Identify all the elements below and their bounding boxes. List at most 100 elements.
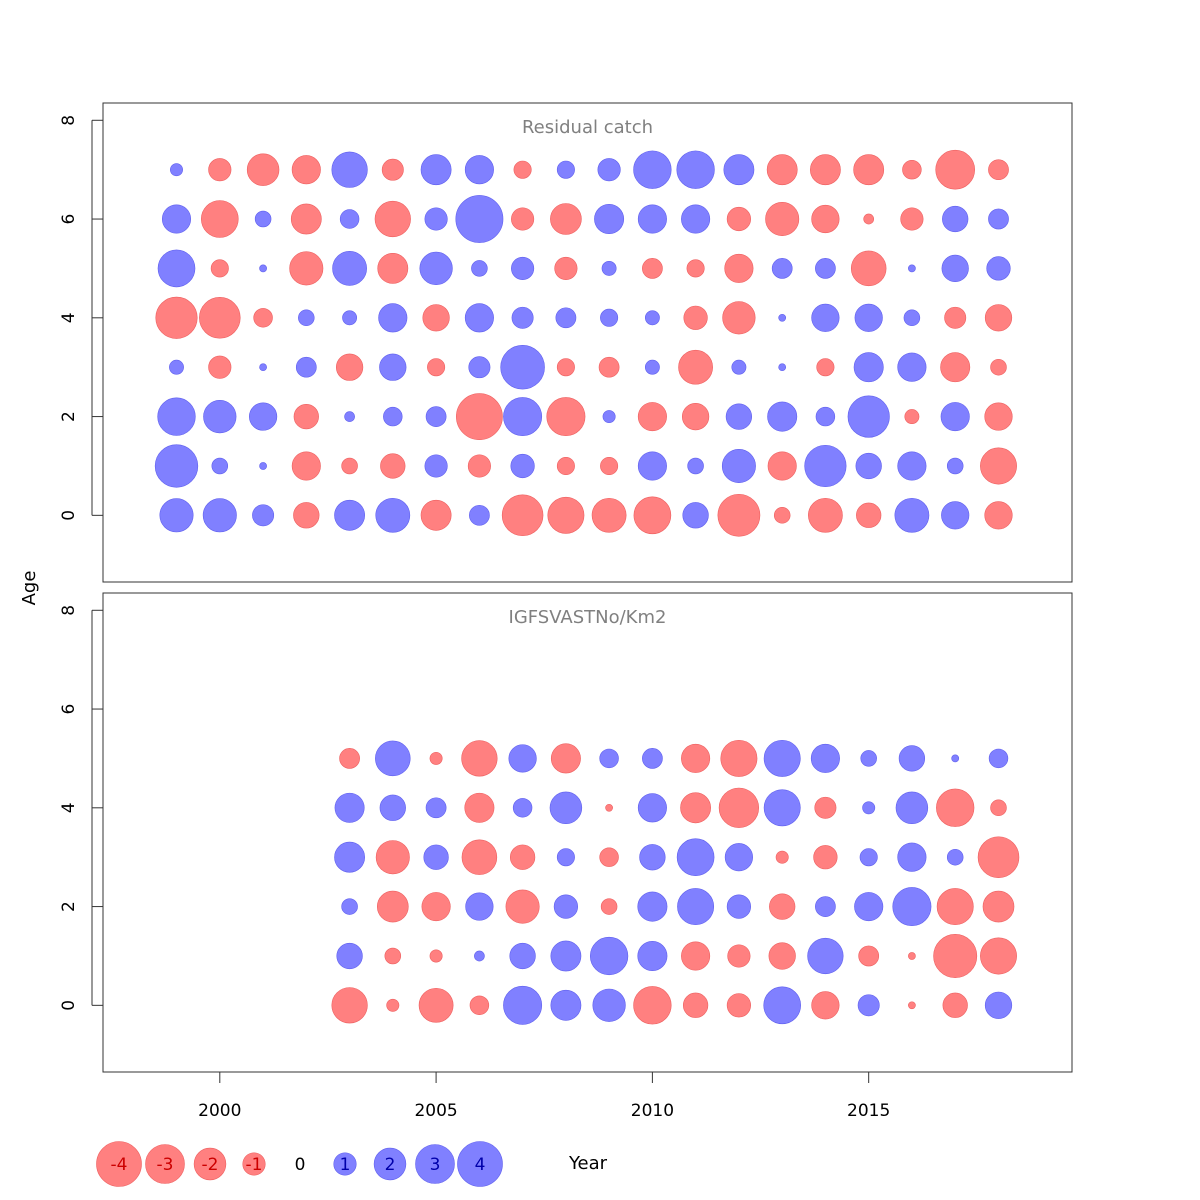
bubble-negative (769, 893, 796, 920)
bubble-negative (600, 898, 618, 915)
bubble-negative (598, 356, 620, 378)
bubble-negative (461, 839, 498, 875)
bubble-negative (984, 501, 1013, 530)
bubble-positive (894, 497, 930, 533)
bubble-positive (723, 154, 755, 186)
panel-title: IGFSVASTNo/Km2 (509, 607, 667, 628)
bubble-positive (767, 401, 798, 432)
bubble-positive (637, 451, 667, 481)
bubble-positive (334, 499, 365, 531)
bubble-negative (814, 796, 837, 819)
bubble-negative (591, 497, 627, 533)
bubble-negative (208, 158, 232, 182)
bubble-negative (374, 200, 411, 238)
bubble-negative (331, 987, 368, 1024)
bubble-negative (767, 451, 797, 481)
y-tick-label: 8 (59, 605, 79, 616)
bubble-negative (381, 158, 404, 181)
bubble-positive (334, 841, 365, 873)
bubble-positive (681, 204, 711, 234)
bubble-negative (429, 751, 443, 765)
bubble-negative (681, 743, 711, 773)
bubble-negative (293, 403, 319, 430)
bubble-negative (384, 947, 402, 965)
bubble-negative (988, 159, 1009, 181)
bubble-positive (170, 163, 183, 177)
bubble-negative (550, 203, 582, 235)
bubble-positive (637, 891, 668, 922)
bubble-positive (157, 397, 196, 436)
x-tick-label: 2000 (198, 1101, 241, 1121)
bubble-negative (984, 304, 1013, 332)
bubble-negative (386, 998, 400, 1012)
bubble-positive (988, 208, 1009, 230)
bubble-positive (724, 843, 753, 872)
bubble-positive (725, 403, 753, 430)
bubble-negative (210, 259, 229, 278)
bubble-positive (988, 748, 1009, 769)
bubble-positive (336, 942, 363, 970)
bubble-negative (375, 840, 410, 875)
bubble-positive (597, 158, 621, 182)
bubble-positive (159, 498, 194, 533)
bubble-positive (633, 150, 672, 189)
legend-label: -1 (246, 1155, 263, 1175)
bubble-negative (984, 402, 1013, 431)
bubble-negative (816, 358, 835, 377)
bubble-positive (637, 793, 667, 823)
bubble-negative (418, 987, 454, 1023)
bubble-negative (199, 297, 241, 339)
bubble-negative (456, 393, 503, 440)
bubble-negative (600, 456, 619, 476)
bubble-positive (464, 155, 494, 185)
bubble-positive (897, 842, 927, 872)
bubble-positive (946, 457, 964, 475)
bubble-negative (513, 160, 532, 179)
bubble-negative (990, 358, 1007, 376)
bubble-positive (677, 888, 715, 926)
bubble-positive (511, 306, 534, 329)
bubble-negative (556, 456, 575, 476)
bubble-positive (986, 256, 1011, 281)
legend-bubble (96, 1141, 142, 1187)
bubble-negative (464, 792, 495, 823)
bubble-negative (942, 992, 968, 1018)
legend-label: 2 (385, 1155, 396, 1175)
bubble-positive (810, 743, 840, 773)
bubble-positive (249, 402, 278, 431)
bubble-positive (778, 313, 787, 322)
bubble-positive (644, 310, 660, 326)
bubble-negative (810, 154, 841, 186)
bubble-positive (425, 406, 447, 427)
y-tick-label: 4 (59, 802, 79, 813)
bubble-negative (726, 993, 752, 1018)
bubble-positive (908, 264, 916, 273)
bubble-positive (853, 352, 884, 383)
bubble-positive (259, 462, 267, 470)
bubble-positive (763, 739, 801, 777)
bubble-positive (857, 994, 880, 1017)
bubble-positive (599, 748, 619, 769)
y-tick-label: 0 (59, 510, 79, 521)
bubble-negative (682, 992, 709, 1018)
bubble-positive (298, 309, 315, 327)
bubble-positive (503, 985, 543, 1025)
legend-bubble (457, 1141, 503, 1187)
legend-label: 4 (475, 1155, 486, 1175)
legend-label: 1 (340, 1155, 351, 1175)
bubble-negative (335, 353, 364, 381)
bubble-positive (682, 502, 709, 529)
bubble-positive (508, 744, 537, 773)
bubble-negative (977, 836, 1020, 878)
y-axis-title: Age (19, 571, 40, 606)
bubble-negative (642, 258, 663, 279)
legend-bubble (333, 1152, 357, 1176)
bubble-positive (332, 251, 367, 286)
bubble-negative (427, 358, 446, 377)
bubble-positive (341, 898, 358, 915)
bubble-negative (293, 502, 320, 529)
bubble-negative (155, 296, 198, 339)
legend: -4 -3 -2 -1 0 1 2 3 4 (96, 1141, 503, 1187)
panel-1: Residual catch 0 2 4 6 8 (59, 102, 1073, 583)
legend-bubble (145, 1144, 185, 1184)
